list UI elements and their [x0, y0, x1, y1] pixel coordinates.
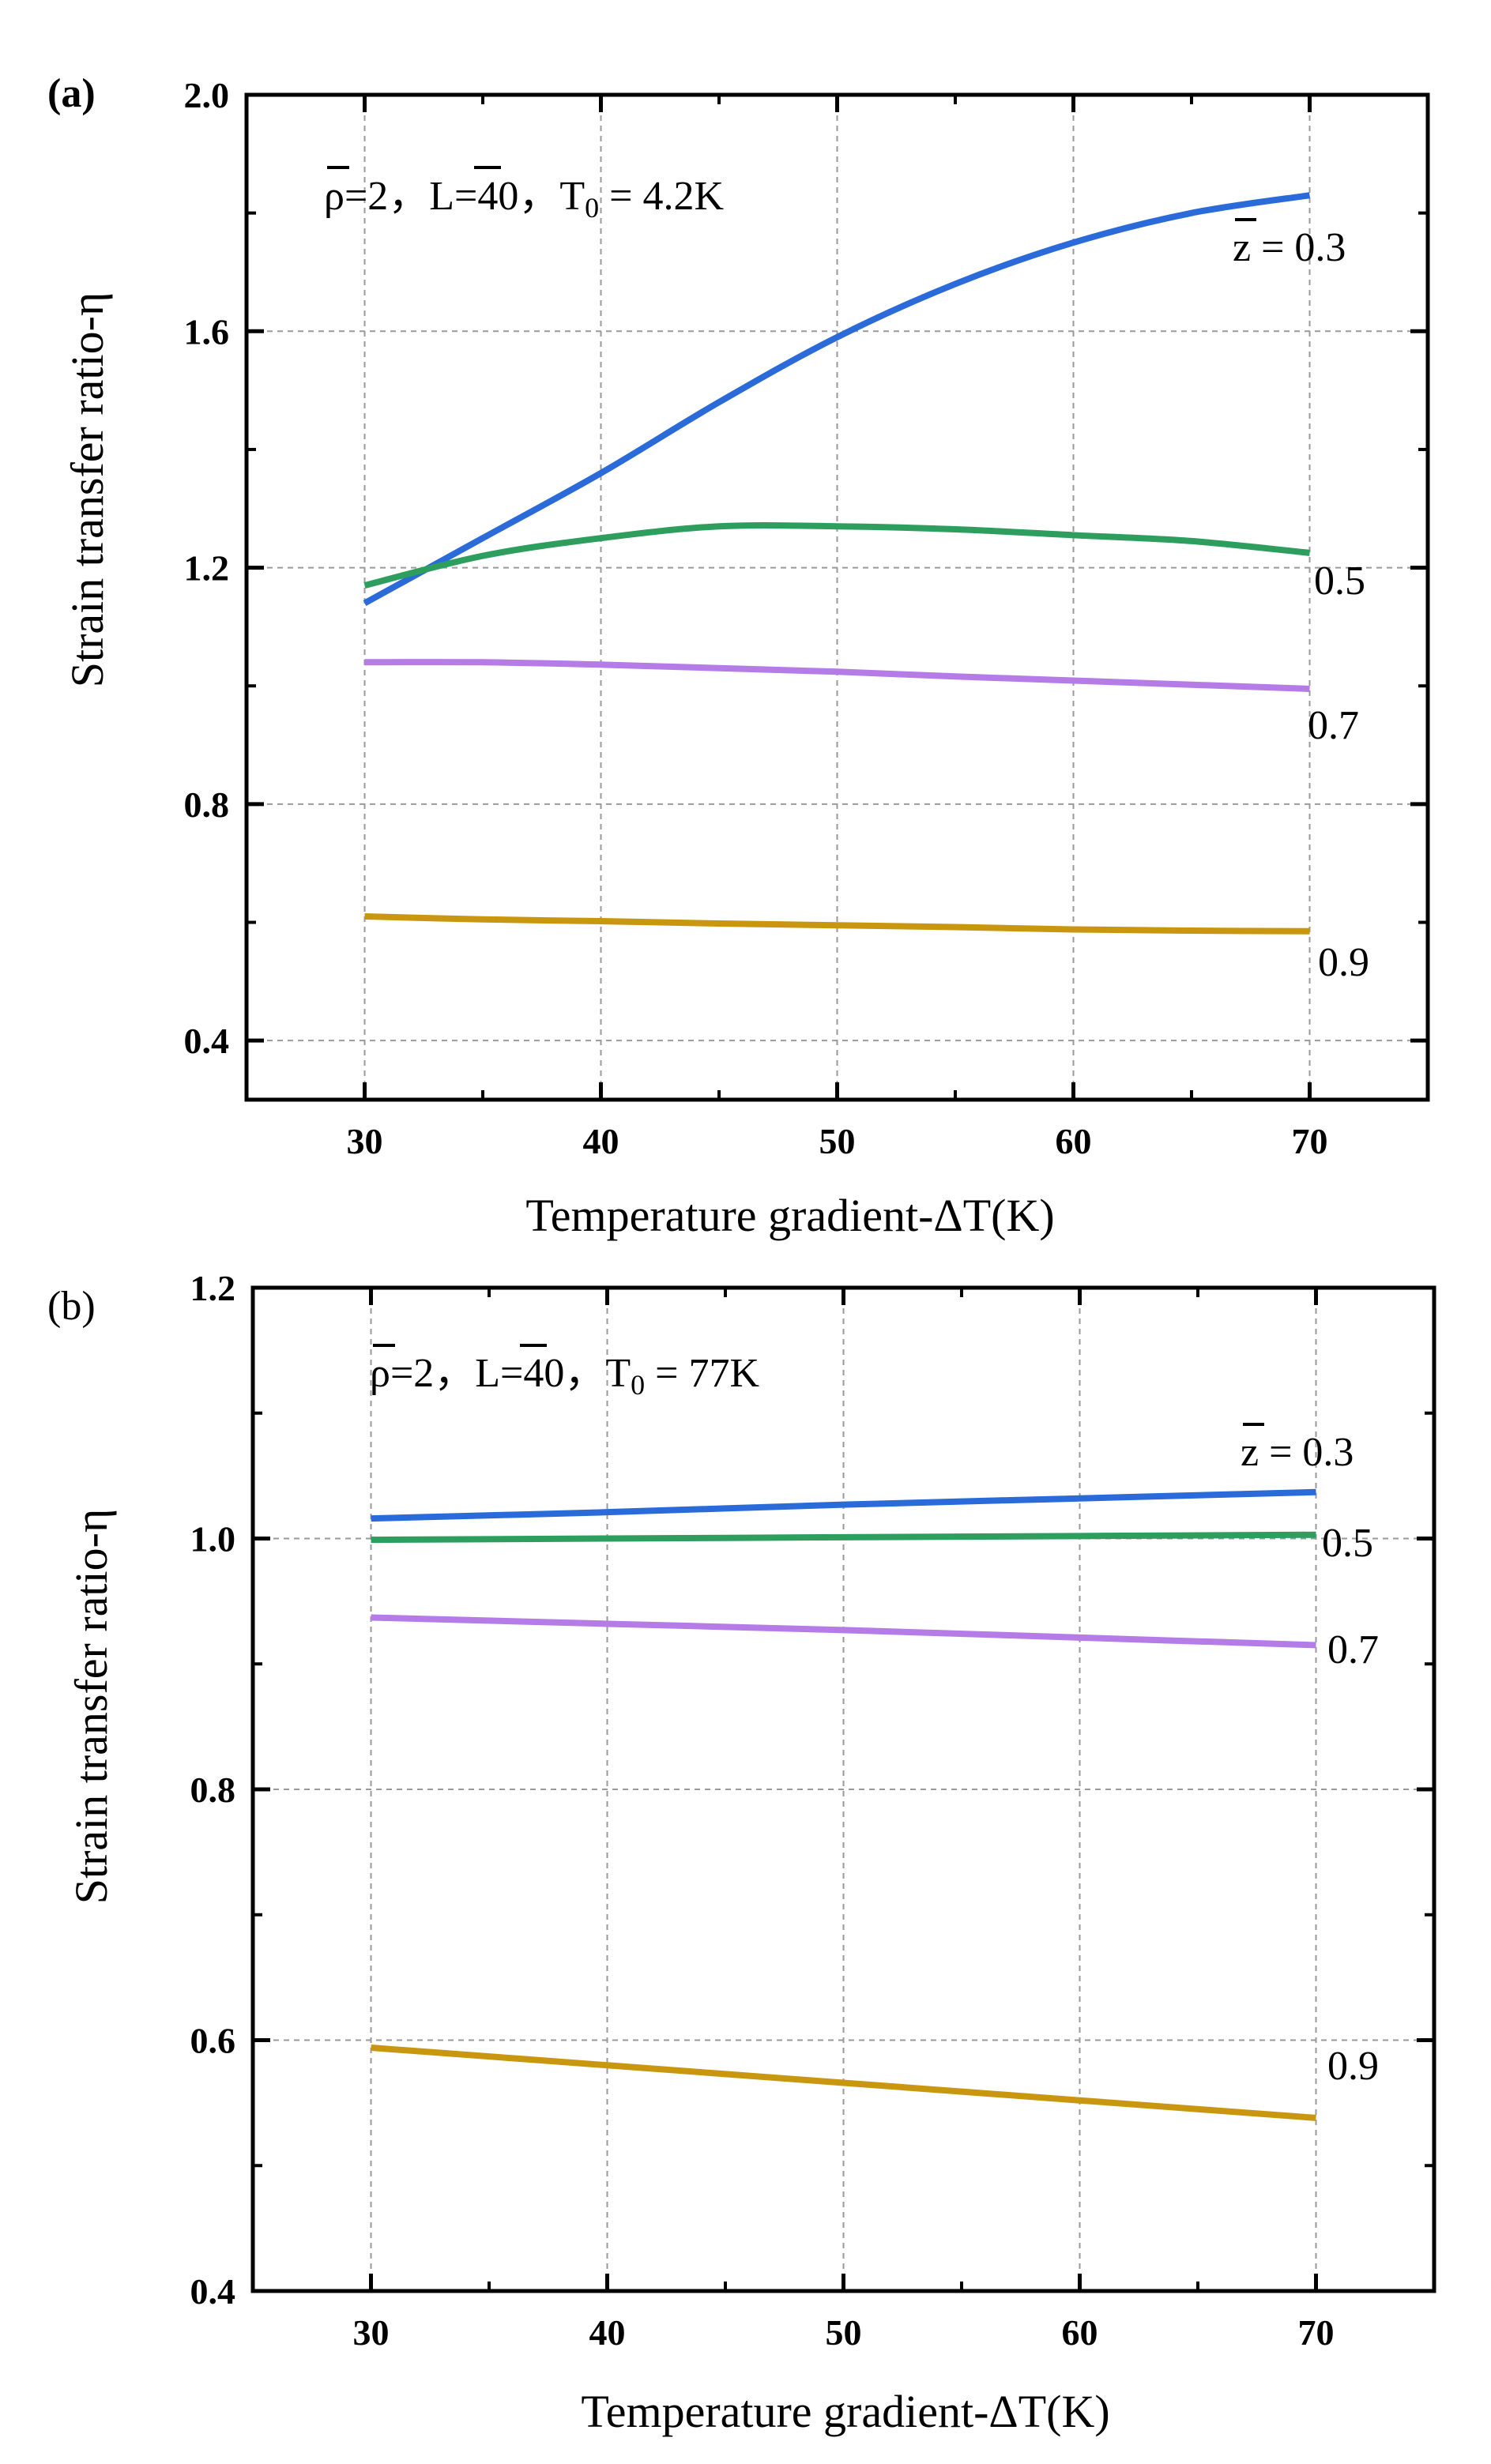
- series-label-0.3-var-b: z: [1241, 1430, 1259, 1475]
- y-tick-label-b: 0.4: [190, 2271, 236, 2312]
- x-tick-label-a: 40: [583, 1121, 619, 1161]
- parameter-annotation-a: ρ=2，L=40，T0 = 4.2K: [324, 166, 724, 224]
- rho-symbol-b: ρ: [370, 1351, 390, 1396]
- rho-value-a: =2，: [345, 174, 429, 219]
- x-tick-label-b: 40: [589, 2312, 626, 2353]
- y-tick-label-a: 0.8: [184, 784, 230, 825]
- T-value-b: = 77K: [645, 1351, 759, 1396]
- series-line-0.5-a: [363, 521, 1310, 589]
- L-symbol-b: L: [475, 1351, 500, 1396]
- series-label-0.7-b: 0.7: [1327, 1627, 1379, 1672]
- series-line-0.7-b: [371, 1614, 1316, 1649]
- y-tick-label-a: 2.0: [184, 75, 230, 115]
- x-axis-label-a: Temperature gradient-ΔT(K): [525, 1190, 1054, 1241]
- x-tick-label-b: 50: [826, 2312, 862, 2353]
- y-tick-label-b: 0.6: [190, 2021, 236, 2061]
- y-axis-label-a: Strain transfer ratio-η: [62, 292, 113, 688]
- y-tick-label-b: 0.8: [190, 1770, 236, 1810]
- panel-label-a: (a): [47, 71, 96, 116]
- parameter-annotation-b: ρ=2，L=40，T0 = 77K: [370, 1344, 759, 1401]
- series-label-0.5-b: 0.5: [1322, 1521, 1373, 1566]
- series-line-0.3-a: [363, 192, 1311, 606]
- series-label-0.9-a: 0.9: [1318, 940, 1369, 985]
- T-symbol-b: T: [605, 1351, 631, 1396]
- panel-a: (a) 30 40 50 60 70 0.4 0.8 1.2 1.6 2.0 Temperatu…: [47, 71, 1430, 1241]
- series-labels-b: z = 0.3 0.5 0.7 0.9: [1241, 1423, 1379, 2089]
- x-tick-label-b: 30: [353, 2312, 390, 2353]
- x-tick-label-a: 30: [347, 1121, 383, 1161]
- rho-value-b: =2，: [390, 1351, 475, 1396]
- x-tick-labels-a: 30 40 50 60 70: [347, 1121, 1328, 1161]
- svg-text:ρ=2，L=40，T0 = 4.2K: ρ=2，L=40，T0 = 4.2K: [324, 174, 724, 224]
- series-line-0.7-a: [364, 659, 1310, 692]
- rho-symbol-a: ρ: [324, 174, 345, 219]
- x-axis-label-b: Temperature gradient-ΔT(K): [581, 2386, 1109, 2437]
- x-tick-labels-b: 30 40 50 60 70: [353, 2312, 1335, 2353]
- L-value-a: =40，: [454, 174, 559, 219]
- series-line-0.9-b: [371, 2045, 1316, 2121]
- x-tick-label-a: 60: [1056, 1121, 1092, 1161]
- y-tick-labels-b: 0.4 0.6 0.8 1.0 1.2: [190, 1268, 236, 2312]
- series-lines-b: [371, 1488, 1316, 2121]
- series-label-0.3-value-b: = 0.3: [1259, 1430, 1354, 1475]
- svg-text:z = 0.3: z = 0.3: [1241, 1430, 1354, 1475]
- T-subscript-b: 0: [631, 1369, 645, 1401]
- svg-text:z = 0.3: z = 0.3: [1233, 225, 1346, 270]
- series-label-0.3-var-a: z: [1233, 225, 1251, 270]
- y-tick-label-b: 1.0: [190, 1519, 236, 1559]
- ticks-a: [247, 92, 1428, 1100]
- x-tick-label-a: 50: [819, 1121, 856, 1161]
- series-line-0.9-a: [364, 913, 1310, 935]
- T-symbol-a: T: [559, 174, 585, 219]
- x-tick-label-a: 70: [1292, 1121, 1328, 1161]
- y-tick-label-a: 1.6: [184, 311, 230, 352]
- ticks-b: [253, 1285, 1434, 2293]
- x-tick-label-b: 60: [1062, 2312, 1098, 2353]
- svg-text:ρ=2，L=40，T0 = 77K: ρ=2，L=40，T0 = 77K: [370, 1351, 759, 1401]
- panel-b: (b) 30 40 50 60 70 0.4 0.6 0.8 1.0 1.2 Temperatu…: [47, 1268, 1436, 2437]
- panel-label-b: (b): [47, 1284, 96, 1329]
- series-line-0.3-b: [371, 1488, 1316, 1522]
- y-axis-label-b: Strain transfer ratio-η: [66, 1509, 117, 1905]
- series-labels-a: z = 0.3 0.5 0.7 0.9: [1233, 218, 1369, 985]
- series-label-0.9-b: 0.9: [1327, 2044, 1379, 2089]
- series-line-0.5-b: [371, 1531, 1316, 1544]
- T-subscript-a: 0: [585, 192, 599, 224]
- series-label-0.3-value-a: = 0.3: [1251, 225, 1346, 270]
- T-value-a: = 4.2K: [599, 174, 724, 219]
- L-value-b: =40，: [500, 1351, 605, 1396]
- y-tick-label-a: 0.4: [184, 1021, 230, 1061]
- x-tick-label-b: 70: [1298, 2312, 1335, 2353]
- y-tick-label-b: 1.2: [190, 1268, 236, 1308]
- series-lines-a: [363, 192, 1311, 935]
- L-symbol-a: L: [429, 174, 454, 219]
- y-tick-labels-a: 0.4 0.8 1.2 1.6 2.0: [184, 75, 230, 1061]
- series-label-0.5-a: 0.5: [1314, 559, 1365, 604]
- y-tick-label-a: 1.2: [184, 548, 230, 589]
- series-label-0.7-a: 0.7: [1308, 703, 1359, 748]
